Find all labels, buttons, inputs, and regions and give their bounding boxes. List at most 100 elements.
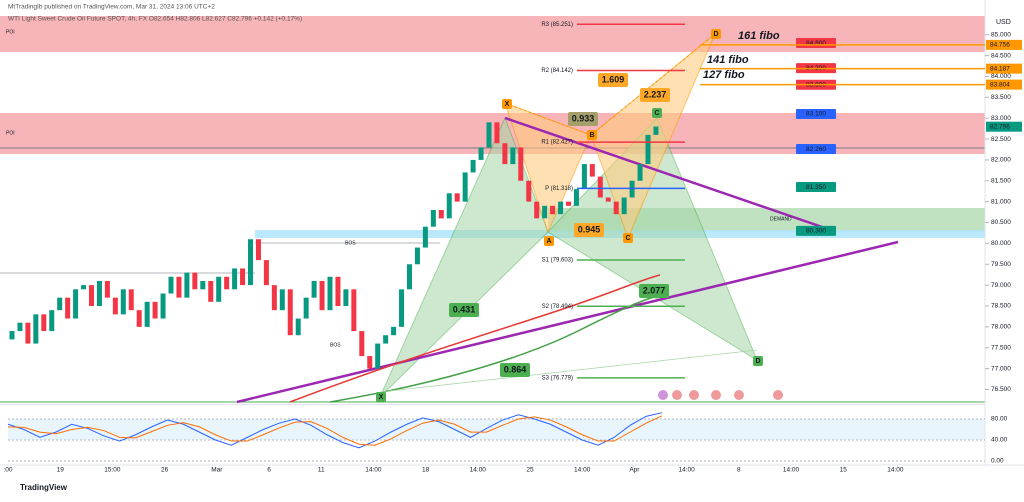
pivot-label: S2 (78.494) [542,304,573,310]
candle [558,201,564,215]
candle [462,172,468,202]
overlay: X A B C D C D X 0.933 1.609 2.237 0.945 0.431 2.077 0.… [6,29,792,402]
symbol-text: WTI Light Sweet Crude Oil Future SPOT, 4… [8,16,302,23]
candle [112,297,118,315]
axis-tag [986,79,1022,90]
candle [367,356,373,369]
candle [486,122,492,148]
currency: USD [996,19,1011,26]
point-marker [623,233,633,243]
candle [407,264,412,290]
y-tick-label: 79.500 [991,261,1011,268]
pivot-label: R3 (85.251) [541,22,573,28]
candle [446,193,452,219]
target-tag-label: 83.100 [806,111,826,118]
event-icon [711,390,721,400]
candle [287,289,293,336]
ratio-box [568,112,598,126]
candle [208,280,214,302]
ratio-box [640,88,670,102]
y-tick-label: 76.500 [991,386,1011,393]
candle [192,272,198,290]
candle [200,280,206,290]
ratio-label: 2.237 [644,89,667,99]
x-tick-label: 25 [526,467,534,474]
moving-average [329,294,661,403]
y-tick-label: 84.500 [991,52,1011,59]
osc-tick-label: 80.00 [991,416,1008,423]
candle [240,268,246,286]
candle [534,201,540,219]
point-marker [376,392,386,402]
x-tick-label: 14:00 [678,467,695,474]
pane-separator [0,404,985,405]
candle [478,147,484,160]
axis-tag-label: 84.187 [990,65,1010,72]
candle [605,197,611,202]
candle [176,276,182,298]
x-tick-label: 14:00 [574,467,591,474]
candle [542,205,548,219]
y-tick-label: 83.000 [991,115,1011,122]
candle [597,176,603,198]
target-tag [796,182,836,193]
point-label: X [379,394,384,401]
ratio-label: 0.933 [572,113,595,123]
event-icon [773,390,783,400]
pattern-edge [379,349,758,393]
candle [621,197,627,215]
target-tag-label: 84.800 [806,40,826,47]
candle [430,210,436,227]
x-tick-label: 14:00 [470,467,487,474]
point-marker [711,29,721,39]
y-tick-label: 81.500 [991,178,1011,185]
y-tick-label: 84.000 [991,73,1011,80]
ratio-box [500,363,530,377]
y-tick-label: 78.000 [991,324,1011,331]
event-icon [658,390,668,400]
candle [653,126,659,135]
point-label: B [589,132,594,139]
candle [73,289,79,319]
pivot-label: S1 (79.603) [542,258,573,264]
y-tick-label: 80.500 [991,219,1011,226]
target-tag-label: 81.350 [806,184,826,191]
event-icon [689,390,699,400]
candle [343,289,349,306]
pivot-label: R1 (82.427) [541,140,573,146]
candle [96,280,102,306]
candle [526,180,532,202]
candle [65,297,71,319]
ratio-box [574,223,604,237]
x-tick-label: 26 [161,467,169,474]
candle [57,297,63,311]
axis-tag [986,121,1022,132]
target-tag [796,109,836,119]
point-label: D [713,31,718,38]
point-label: C [654,110,659,117]
candle [589,164,595,177]
candle [89,285,94,306]
candle [494,122,500,144]
candle [581,164,587,190]
candle [271,285,277,311]
axis-tag-label: 83.804 [990,81,1010,88]
candle [566,201,571,206]
trend-line [236,240,899,404]
y-tick-label: 77.500 [991,344,1011,351]
candle [414,247,420,265]
event-icon [672,390,682,400]
ratio-box [598,73,628,87]
candle [645,134,651,165]
candle [33,314,39,344]
axis-tag-label: 84.756 [990,42,1010,49]
candle [184,272,190,298]
x-tick-label: 15:00 [104,467,121,474]
candle [351,289,357,332]
axis-tag [986,39,1022,50]
ratio-box [449,303,479,317]
x-tick-label: Mar [211,467,223,474]
fibo-label: 127 fibo [703,69,745,81]
oscillator-band [8,419,985,440]
osc-line [7,415,663,446]
